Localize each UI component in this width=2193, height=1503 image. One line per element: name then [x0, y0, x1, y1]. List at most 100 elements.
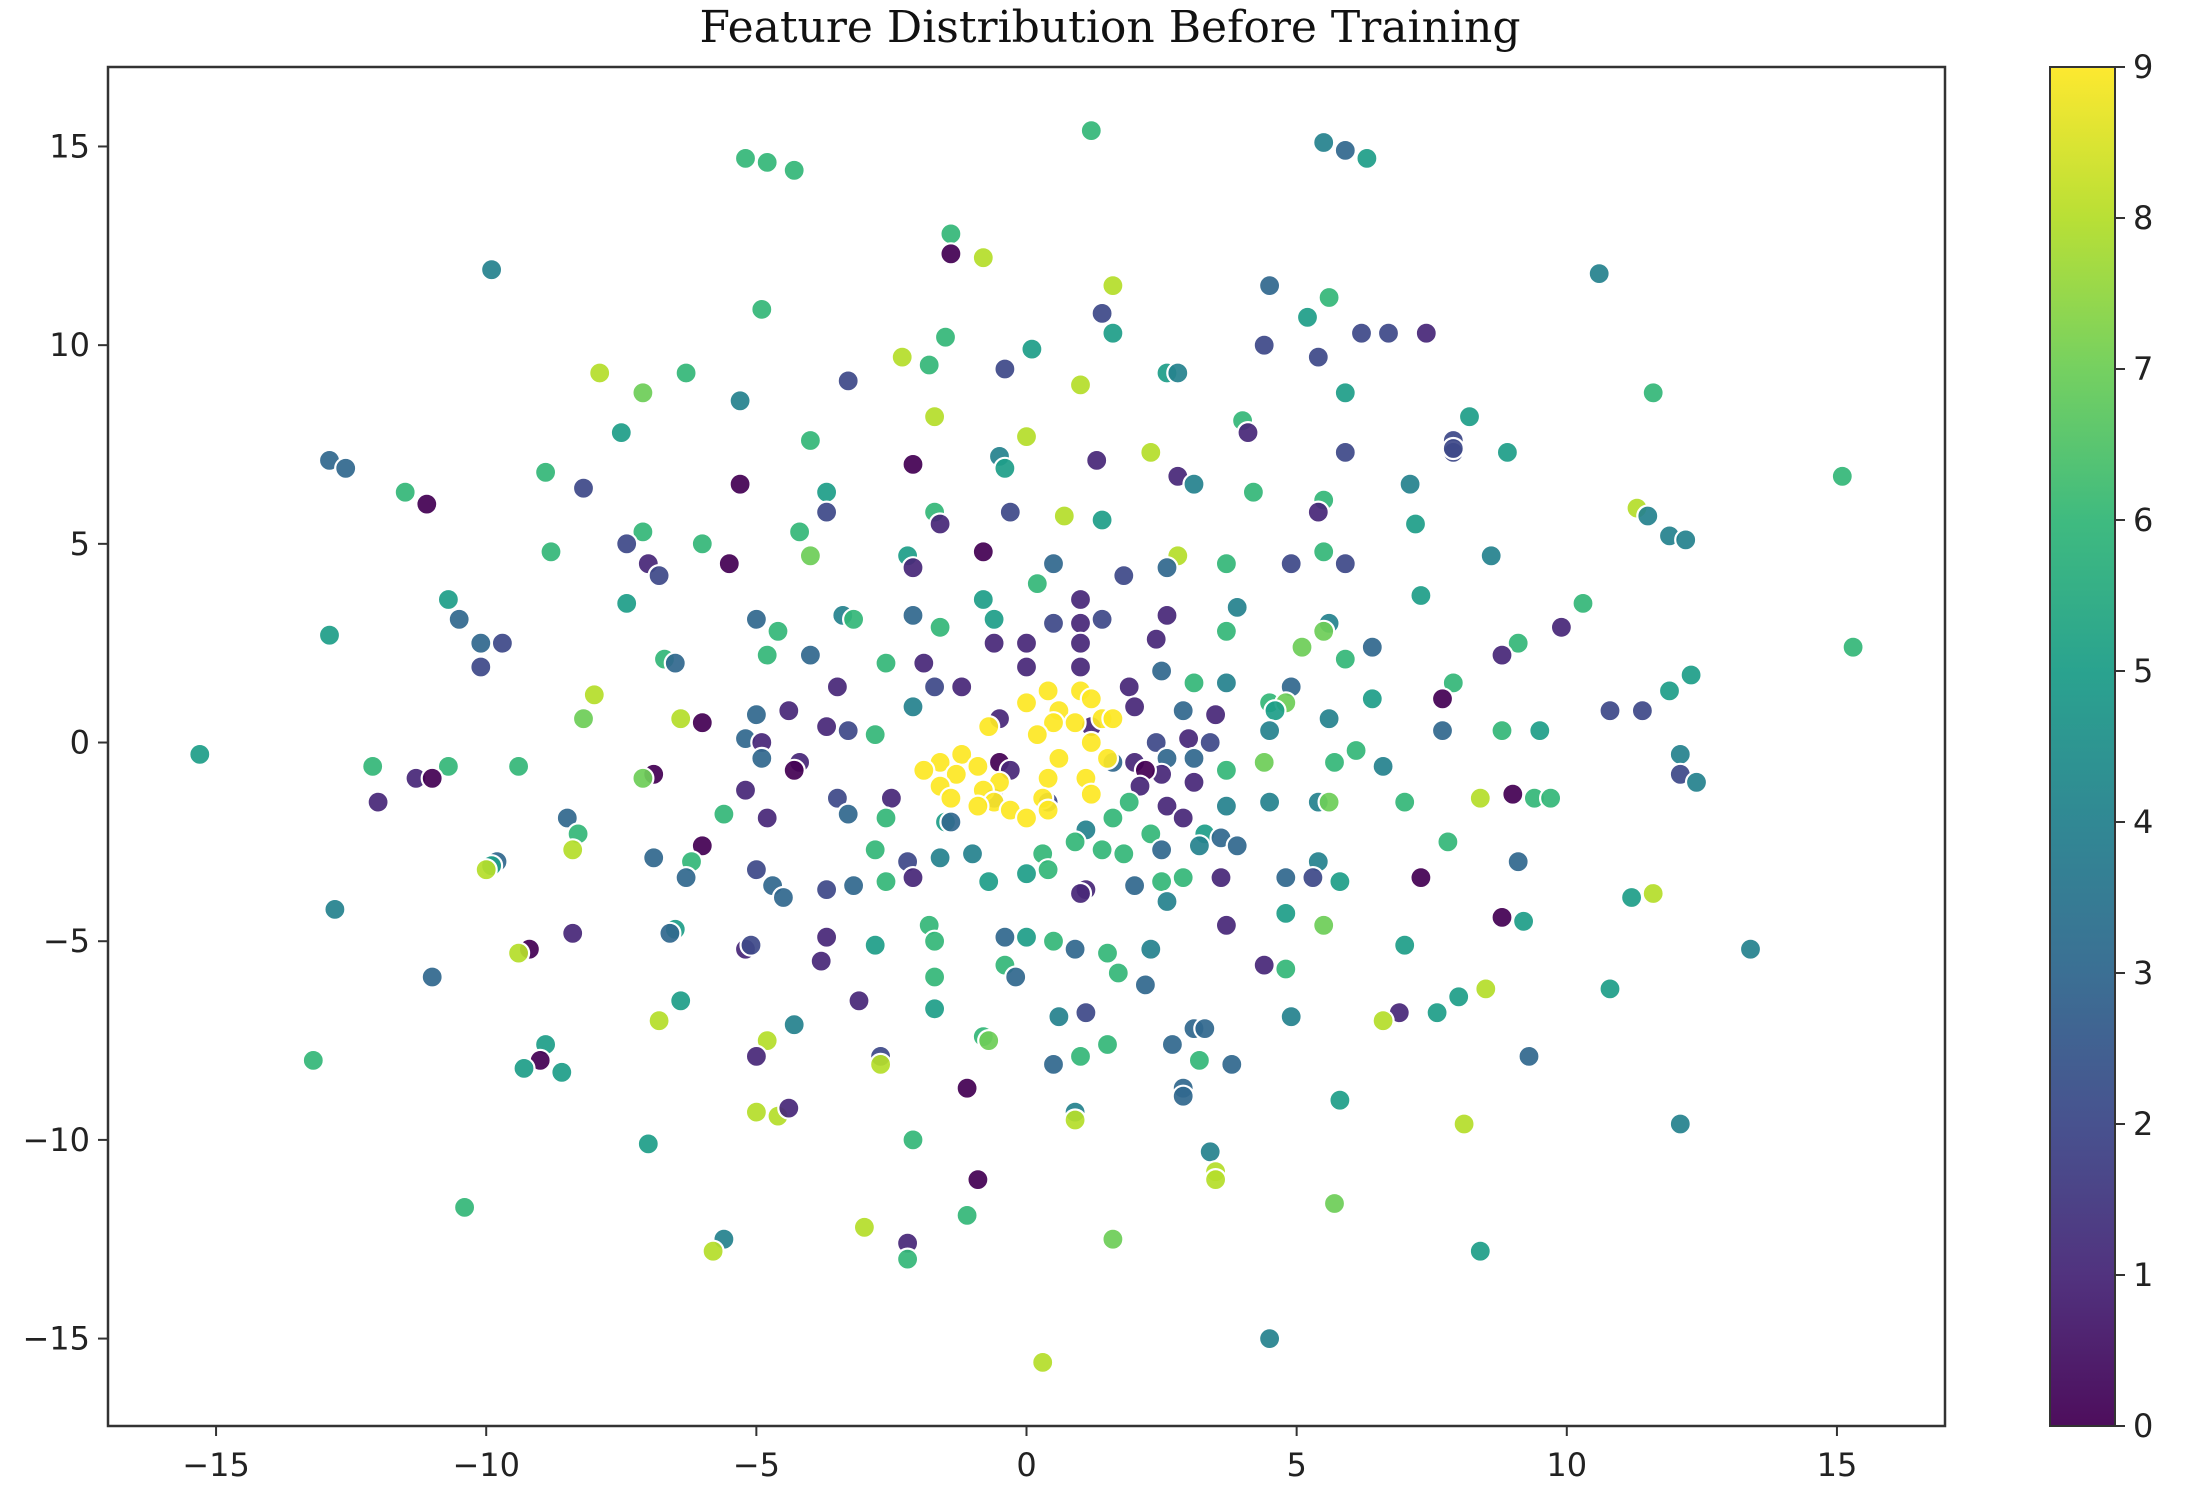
scatter-point: [1393, 933, 1417, 957]
scatter-point: [901, 452, 925, 476]
chart-title: Feature Distribution Before Training: [699, 2, 1520, 53]
scatter-point: [506, 754, 531, 779]
scatter-point: [609, 421, 633, 445]
scatter-point: [782, 1013, 806, 1037]
scatter-point: [1528, 718, 1552, 743]
scatter-point: [1549, 615, 1574, 639]
scatter-point: [782, 158, 806, 182]
scatter-point: [1274, 957, 1298, 981]
scatter-point: [420, 766, 444, 790]
scatter-point: [1193, 1016, 1217, 1041]
scatter-point: [1360, 687, 1384, 711]
scatter-point: [1166, 361, 1190, 385]
scatter-point: [1079, 782, 1103, 806]
x-tick-label: 10: [1546, 1446, 1587, 1484]
scatter-point: [1317, 707, 1341, 731]
scatter-point: [1122, 695, 1147, 719]
scatter-point: [636, 1132, 660, 1156]
scatter-point: [1257, 1326, 1282, 1351]
scatter-point: [1047, 746, 1071, 771]
scatter-point: [1128, 774, 1152, 798]
y-tick-label: 0: [70, 724, 90, 762]
scatter-point: [982, 631, 1006, 655]
scatter-point: [1004, 965, 1028, 989]
scatter-point: [1252, 750, 1276, 775]
scatter-point: [631, 381, 655, 405]
scatter-point: [901, 556, 925, 580]
y-tick-label: 10: [49, 326, 90, 364]
scatter-point: [1031, 1350, 1055, 1375]
scatter-point: [1328, 1088, 1352, 1112]
scatter-point: [1317, 285, 1341, 310]
scatter-point: [836, 718, 860, 743]
scatter-point: [901, 695, 925, 719]
x-tick-label: −5: [733, 1446, 780, 1484]
scatter-point: [1436, 830, 1460, 854]
scatter-point: [1225, 595, 1249, 620]
scatter-point: [1149, 838, 1174, 862]
scatter-point: [1257, 790, 1282, 814]
scatter-point: [1355, 146, 1379, 170]
scatter-point: [1041, 611, 1066, 635]
x-tick-label: −10: [452, 1446, 520, 1484]
scatter-point: [971, 540, 995, 564]
scatter-point: [836, 802, 860, 826]
scatter-point: [582, 683, 606, 707]
colorbar-gradient: [2049, 66, 2116, 1427]
scatter-point: [1074, 1001, 1098, 1025]
scatter-point: [1252, 333, 1276, 357]
scatter-point: [1328, 869, 1352, 894]
scatter-point: [1112, 842, 1136, 866]
scatter-point: [1117, 675, 1141, 699]
scatter-point: [1641, 881, 1665, 906]
scatter-point: [841, 607, 866, 631]
scatter-point: [1063, 1108, 1087, 1132]
scatter-point: [895, 1247, 920, 1271]
scatter-point: [755, 806, 779, 830]
scatter-point: [847, 989, 871, 1013]
scatter-point: [1155, 794, 1179, 818]
scatter-point: [814, 877, 839, 902]
scatter-point: [863, 722, 887, 747]
scatter-point: [1155, 889, 1179, 914]
scatter-point: [922, 929, 947, 953]
scatter-point: [901, 865, 925, 890]
colorbar-tick-label: 3: [2133, 954, 2153, 992]
scatter-point: [922, 997, 947, 1021]
scatter-point: [717, 552, 741, 576]
scatter-point: [555, 806, 579, 830]
scatter-point: [1830, 464, 1854, 488]
scatter-point: [890, 345, 914, 369]
scatter-point: [733, 146, 758, 170]
scatter-point: [415, 492, 439, 516]
scatter-point: [809, 949, 833, 973]
scatter-point: [1636, 504, 1660, 528]
scatter-point: [1095, 1032, 1120, 1057]
scatter-point: [1619, 885, 1644, 910]
scatter-point: [1182, 671, 1206, 695]
scatter-point: [1144, 627, 1168, 651]
y-tick-label: 15: [49, 127, 90, 165]
scatter-point: [1182, 770, 1206, 794]
scatter-point: [744, 703, 769, 727]
scatter-point: [1441, 436, 1465, 461]
scatter-point: [1117, 790, 1141, 814]
scatter-point: [1171, 1084, 1195, 1108]
scatter-point: [1182, 746, 1206, 771]
scatter-point: [588, 361, 612, 385]
scatter-point: [798, 428, 823, 453]
scatter-point: [1209, 865, 1233, 890]
scatter-point: [1025, 722, 1049, 747]
scatter-point: [1360, 635, 1384, 659]
scatter-point: [755, 643, 779, 667]
scatter-point: [1398, 472, 1422, 496]
scatter-point: [669, 707, 693, 731]
scatter-point: [1295, 305, 1320, 329]
scatter-point: [1214, 552, 1239, 576]
scatter-point: [1598, 699, 1622, 723]
x-tick-label: 15: [1817, 1446, 1858, 1484]
scatter-point: [971, 587, 995, 612]
scatter-point: [1079, 730, 1103, 755]
y-tick-label: −15: [22, 1320, 90, 1358]
